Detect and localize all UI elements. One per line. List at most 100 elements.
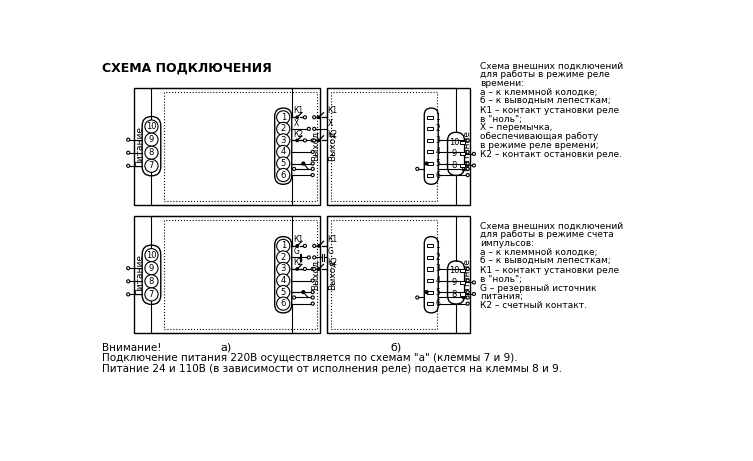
- Bar: [427, 302, 433, 305]
- Circle shape: [472, 164, 475, 167]
- Bar: [331, 220, 437, 330]
- Bar: [427, 150, 433, 154]
- Bar: [427, 290, 433, 294]
- FancyBboxPatch shape: [275, 236, 291, 313]
- Text: 2: 2: [435, 253, 440, 262]
- Text: 5: 5: [281, 288, 286, 296]
- Circle shape: [472, 281, 475, 284]
- Text: для работы в режиме счета: для работы в режиме счета: [480, 230, 614, 240]
- Circle shape: [425, 162, 428, 165]
- Circle shape: [318, 139, 320, 142]
- Text: а – к клеммной колодке;: а – к клеммной колодке;: [480, 248, 598, 257]
- Text: Х: Х: [294, 119, 298, 128]
- Circle shape: [145, 275, 158, 288]
- Circle shape: [311, 290, 314, 294]
- Circle shape: [311, 267, 314, 271]
- Bar: [135, 88, 321, 205]
- Circle shape: [292, 296, 296, 299]
- Text: К1 – контакт установки реле: К1 – контакт установки реле: [480, 266, 619, 275]
- Circle shape: [466, 150, 469, 154]
- Text: 5: 5: [281, 159, 286, 168]
- Text: 9: 9: [149, 264, 154, 273]
- Bar: [460, 269, 465, 272]
- Text: импульсов:: импульсов:: [480, 239, 534, 248]
- FancyBboxPatch shape: [424, 108, 438, 184]
- Text: в "ноль";: в "ноль";: [480, 115, 522, 124]
- Text: 10: 10: [146, 122, 157, 131]
- Bar: [327, 88, 470, 205]
- Bar: [164, 220, 317, 330]
- Text: б – к выводным лепесткам;: б – к выводным лепесткам;: [480, 97, 611, 106]
- Text: Схема внешних подключений: Схема внешних подключений: [480, 61, 623, 71]
- Text: Питание: Питание: [462, 258, 471, 299]
- Text: Выход: Выход: [311, 260, 320, 290]
- Bar: [164, 92, 317, 201]
- Circle shape: [303, 116, 306, 119]
- Circle shape: [425, 291, 428, 294]
- Text: питания;: питания;: [480, 292, 523, 301]
- Circle shape: [276, 145, 290, 159]
- FancyBboxPatch shape: [142, 117, 161, 176]
- Circle shape: [145, 133, 158, 146]
- Text: 10: 10: [146, 251, 157, 260]
- Text: К1 – контакт установки реле: К1 – контакт установки реле: [480, 106, 619, 115]
- Text: 4: 4: [435, 276, 440, 285]
- Bar: [460, 292, 465, 296]
- Bar: [460, 164, 465, 167]
- Circle shape: [318, 245, 320, 247]
- Circle shape: [311, 167, 314, 171]
- Circle shape: [145, 159, 158, 172]
- FancyBboxPatch shape: [275, 108, 291, 184]
- Text: 10: 10: [450, 138, 460, 147]
- Text: К2 – счетный контакт.: К2 – счетный контакт.: [480, 301, 587, 310]
- Circle shape: [276, 134, 290, 147]
- Circle shape: [127, 266, 130, 270]
- Circle shape: [145, 248, 158, 262]
- Text: К2: К2: [294, 258, 303, 267]
- Circle shape: [145, 146, 158, 159]
- Circle shape: [307, 256, 310, 259]
- Text: G – резервный источник: G – резервный источник: [480, 284, 596, 293]
- Circle shape: [312, 244, 316, 248]
- Circle shape: [472, 292, 475, 296]
- FancyBboxPatch shape: [424, 236, 438, 313]
- Text: Подключение питания 220В осуществляется по схемам "а" (клеммы 7 и 9).: Подключение питания 220В осуществляется …: [102, 353, 517, 363]
- Circle shape: [145, 262, 158, 275]
- Text: G: G: [294, 248, 299, 256]
- Text: 7: 7: [149, 290, 154, 299]
- Circle shape: [302, 162, 305, 165]
- Bar: [427, 244, 433, 248]
- Circle shape: [276, 297, 290, 310]
- Circle shape: [312, 127, 316, 130]
- Text: Питание: Питание: [136, 126, 145, 167]
- Circle shape: [311, 150, 314, 154]
- Text: Схема внешних подключений: Схема внешних подключений: [480, 222, 623, 230]
- Circle shape: [276, 157, 290, 170]
- Circle shape: [303, 244, 306, 248]
- Circle shape: [307, 127, 310, 130]
- Circle shape: [318, 116, 320, 118]
- Text: 6: 6: [435, 299, 440, 308]
- Circle shape: [276, 122, 290, 136]
- Text: 4: 4: [435, 148, 440, 156]
- Circle shape: [466, 267, 469, 271]
- Circle shape: [311, 296, 314, 299]
- Circle shape: [276, 274, 290, 287]
- Text: 3: 3: [281, 265, 286, 273]
- Bar: [135, 216, 321, 333]
- Text: Питание 24 и 110В (в зависимости от исполнения реле) подается на клеммы 8 и 9.: Питание 24 и 110В (в зависимости от испо…: [102, 364, 562, 374]
- Text: 9: 9: [452, 149, 457, 159]
- Bar: [427, 162, 433, 165]
- Text: 6: 6: [281, 171, 286, 179]
- Text: 6: 6: [435, 171, 440, 179]
- Text: Выход: Выход: [328, 260, 337, 290]
- Circle shape: [312, 256, 316, 259]
- Text: 8: 8: [149, 148, 154, 157]
- Bar: [427, 267, 433, 271]
- Text: 10: 10: [450, 266, 460, 275]
- Circle shape: [145, 120, 158, 133]
- Text: 9: 9: [149, 135, 154, 144]
- Bar: [327, 216, 470, 333]
- Circle shape: [276, 239, 290, 253]
- Circle shape: [127, 293, 130, 296]
